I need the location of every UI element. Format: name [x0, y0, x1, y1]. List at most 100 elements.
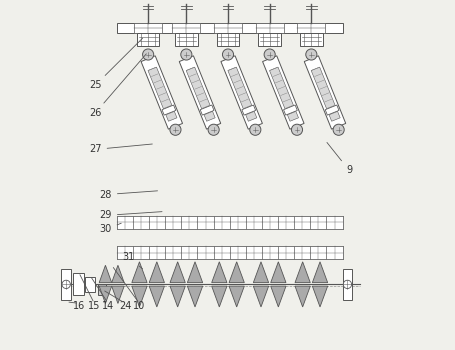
Bar: [181, 246, 197, 259]
Bar: [165, 216, 181, 229]
Bar: [310, 216, 326, 229]
Circle shape: [291, 124, 302, 135]
Bar: [133, 246, 149, 259]
Bar: [134, 23, 162, 33]
Text: 27: 27: [89, 144, 152, 154]
Bar: [213, 216, 229, 229]
Polygon shape: [149, 262, 164, 283]
Polygon shape: [111, 286, 124, 303]
Circle shape: [335, 127, 340, 132]
Text: 14: 14: [102, 301, 114, 311]
Polygon shape: [131, 286, 147, 307]
Polygon shape: [141, 56, 182, 129]
Circle shape: [305, 49, 316, 60]
Bar: [213, 246, 229, 259]
Bar: [85, 277, 95, 292]
Circle shape: [172, 127, 177, 132]
Circle shape: [207, 124, 219, 135]
Text: 28: 28: [99, 190, 157, 200]
Circle shape: [249, 124, 260, 135]
Polygon shape: [270, 262, 285, 283]
Circle shape: [211, 127, 216, 132]
Polygon shape: [179, 56, 220, 129]
Polygon shape: [200, 105, 213, 115]
Circle shape: [183, 52, 188, 57]
Polygon shape: [186, 67, 215, 121]
Bar: [181, 216, 197, 229]
Bar: [245, 246, 262, 259]
Polygon shape: [162, 105, 175, 115]
Bar: [245, 216, 262, 229]
Polygon shape: [253, 286, 268, 307]
Polygon shape: [312, 262, 327, 283]
Polygon shape: [187, 262, 202, 283]
Bar: [255, 23, 283, 33]
Bar: [116, 216, 133, 229]
Bar: [97, 284, 106, 295]
Bar: [258, 33, 280, 46]
Bar: [175, 33, 197, 46]
Text: 25: 25: [89, 38, 142, 90]
Polygon shape: [270, 286, 285, 307]
Bar: [293, 216, 310, 229]
Polygon shape: [241, 105, 255, 115]
Circle shape: [294, 127, 299, 132]
Polygon shape: [220, 56, 262, 129]
Bar: [116, 216, 342, 229]
Circle shape: [225, 52, 230, 57]
Bar: [278, 246, 293, 259]
Bar: [297, 23, 324, 33]
Text: 15: 15: [88, 301, 100, 311]
Polygon shape: [262, 56, 303, 129]
Polygon shape: [253, 262, 268, 283]
Text: 9: 9: [326, 142, 351, 175]
Bar: [165, 246, 181, 259]
Polygon shape: [294, 262, 309, 283]
Text: 16: 16: [73, 301, 86, 311]
Polygon shape: [99, 286, 111, 303]
Bar: [293, 246, 310, 259]
Bar: [216, 33, 239, 46]
Bar: [326, 246, 342, 259]
Bar: [229, 216, 245, 229]
Bar: [342, 269, 352, 300]
Polygon shape: [211, 262, 227, 283]
Text: 26: 26: [89, 54, 146, 118]
Circle shape: [62, 280, 70, 288]
Bar: [229, 246, 245, 259]
Bar: [326, 216, 342, 229]
Circle shape: [343, 280, 351, 288]
Circle shape: [180, 49, 192, 60]
Bar: [116, 246, 133, 259]
Circle shape: [267, 52, 272, 57]
Circle shape: [332, 124, 344, 135]
Circle shape: [146, 52, 150, 57]
Bar: [310, 246, 326, 259]
Polygon shape: [131, 262, 147, 283]
Bar: [136, 33, 159, 46]
Polygon shape: [269, 67, 298, 121]
Text: 31: 31: [122, 252, 142, 269]
Bar: [149, 216, 165, 229]
Bar: [299, 33, 322, 46]
Bar: [262, 216, 278, 229]
Polygon shape: [310, 67, 339, 121]
Text: 10: 10: [133, 301, 145, 311]
Polygon shape: [211, 286, 227, 307]
Polygon shape: [312, 286, 327, 307]
Bar: [214, 23, 241, 33]
Bar: [61, 269, 71, 300]
Polygon shape: [149, 286, 164, 307]
Polygon shape: [170, 286, 185, 307]
Bar: [197, 216, 213, 229]
Bar: [73, 273, 84, 295]
Bar: [278, 216, 293, 229]
Text: 24: 24: [119, 301, 131, 311]
Polygon shape: [324, 105, 338, 115]
Polygon shape: [228, 262, 244, 283]
Polygon shape: [111, 265, 124, 283]
Polygon shape: [283, 105, 297, 115]
Polygon shape: [170, 262, 185, 283]
Circle shape: [170, 124, 181, 135]
Text: 29: 29: [99, 210, 162, 220]
